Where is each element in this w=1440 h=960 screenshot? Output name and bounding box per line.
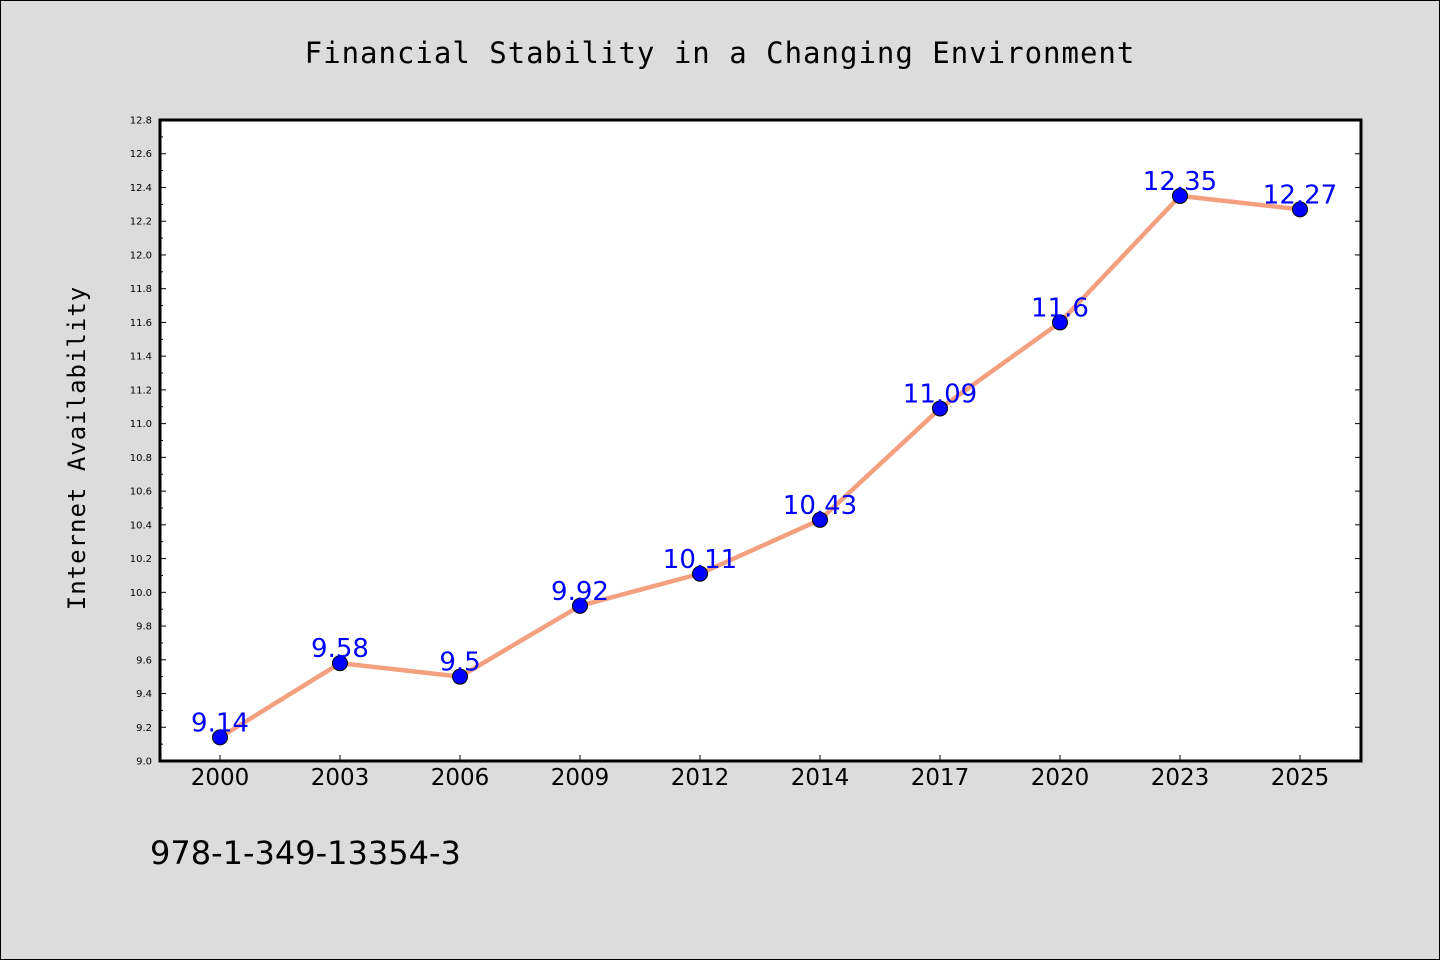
y-tick-label: 10.2 [130, 554, 152, 565]
x-axis-ticks: 2000 2003 2006 2009 2012 2014 2017 2020 2023 2025 [191, 755, 1330, 791]
x-tick-label: 2000 [191, 765, 250, 791]
data-label: 11.6 [1031, 293, 1089, 323]
y-tick-label: 11.4 [130, 352, 152, 363]
y-tick-label: 9.2 [136, 723, 152, 734]
y-tick-label: 11.0 [130, 419, 152, 430]
y-axis-ticks: 9.0 9.2 9.4 9.6 9.8 10.0 10.2 10.4 10.6 10.8 11.0 1… [130, 116, 1361, 768]
y-tick-label: 11.6 [130, 318, 152, 329]
data-label: 9.14 [191, 708, 249, 738]
data-label: 9.5 [439, 648, 480, 678]
y-tick-label: 9.0 [136, 757, 152, 768]
chart-title: Financial Stability in a Changing Enviro… [305, 36, 1136, 70]
y-tick-label: 9.6 [136, 655, 152, 666]
y-tick-label: 11.2 [130, 385, 152, 396]
y-tick-label: 10.6 [130, 487, 152, 498]
data-label: 9.58 [311, 634, 369, 664]
x-tick-label: 2017 [911, 765, 970, 791]
y-tick-label: 10.8 [130, 453, 152, 464]
x-tick-label: 2009 [551, 765, 610, 791]
data-point [452, 668, 468, 685]
y-tick-label: 12.2 [130, 217, 152, 228]
data-point [692, 565, 708, 582]
x-tick-label: 2025 [1271, 765, 1330, 791]
x-tick-label: 2014 [791, 765, 850, 791]
series-line [217, 193, 1303, 740]
data-label: 10.11 [663, 545, 737, 575]
data-label: 12.35 [1143, 167, 1217, 197]
data-label: 9.92 [551, 577, 609, 607]
plot-area [158, 118, 1363, 763]
y-tick-label: 12.4 [130, 183, 152, 194]
x-tick-label: 2023 [1151, 765, 1210, 791]
data-label-group: 9.14 9.58 9.5 9.92 10.11 10.43 11.09 11.6 12.35 1… [191, 167, 1337, 738]
y-tick-label: 9.8 [136, 622, 152, 633]
data-point [1292, 201, 1308, 218]
x-tick-label: 2020 [1031, 765, 1090, 791]
x-tick-label: 2003 [311, 765, 370, 791]
y-tick-label: 12.0 [130, 250, 152, 261]
data-point [1052, 314, 1068, 331]
data-point [572, 597, 588, 614]
x-tick-label: 2006 [431, 765, 490, 791]
data-point [332, 655, 348, 672]
y-tick-label: 12.6 [130, 149, 152, 160]
data-label: 10.43 [783, 491, 857, 521]
data-point [812, 511, 828, 528]
y-tick-label: 10.4 [130, 520, 152, 531]
y-tick-label: 12.8 [130, 116, 152, 127]
y-tick-label: 9.4 [136, 689, 152, 700]
data-point [932, 400, 948, 417]
data-point [1172, 187, 1188, 204]
series-line-group [212, 187, 1308, 746]
y-tick-label: 11.8 [130, 284, 152, 295]
data-point [212, 729, 228, 746]
data-label: 11.09 [903, 379, 977, 409]
x-tick-label: 2012 [671, 765, 730, 791]
footnote-isbn: 978-1-349-13354-3 [150, 834, 461, 872]
y-axis-label: Internet Availability [63, 286, 91, 610]
y-tick-label: 10.0 [130, 588, 152, 599]
data-label: 12.27 [1263, 180, 1337, 210]
